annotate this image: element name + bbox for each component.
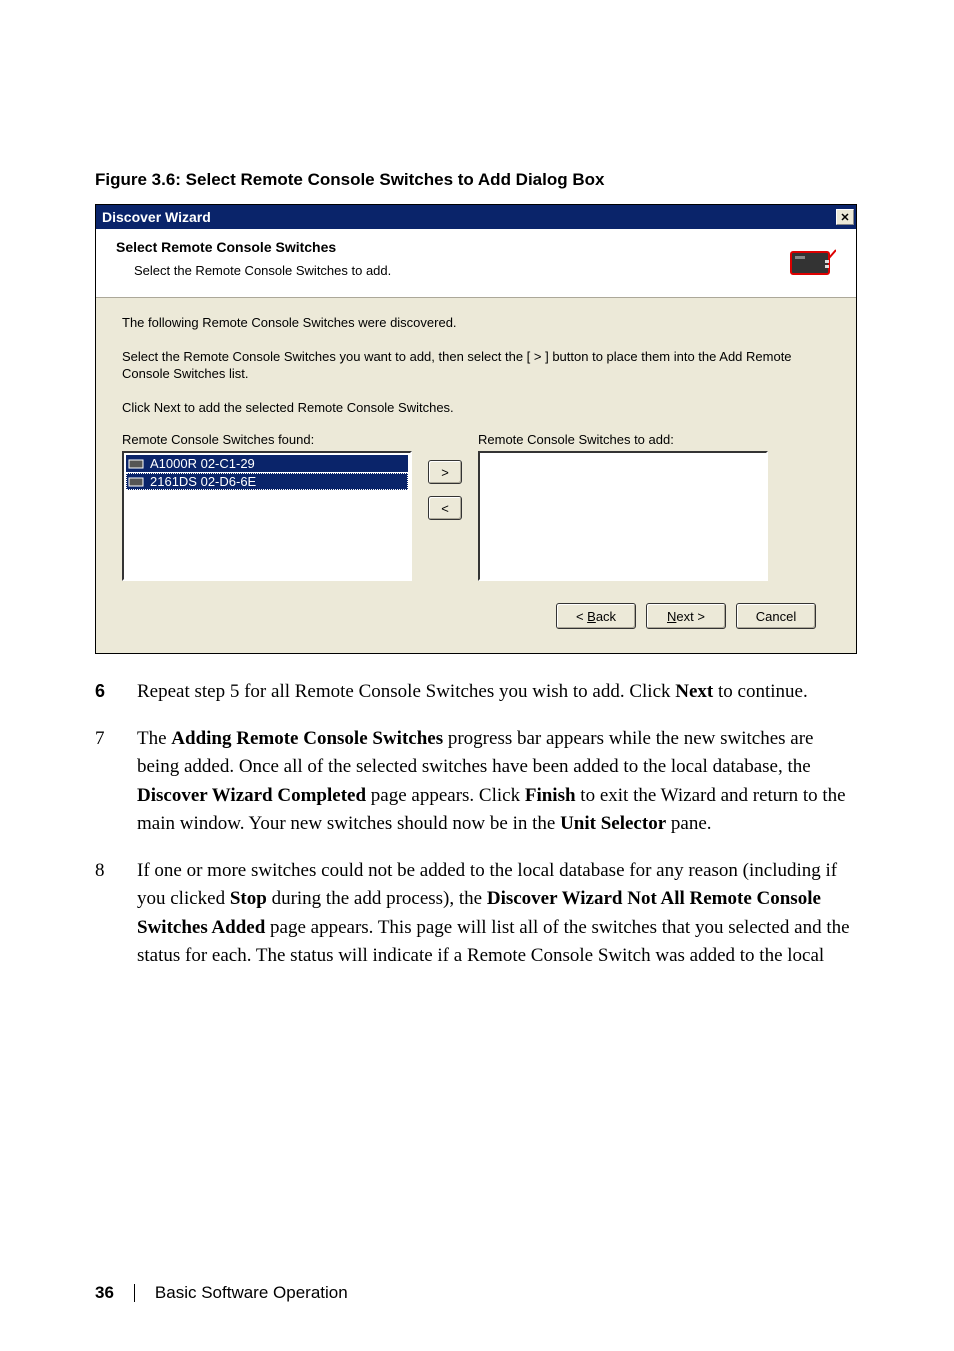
list-item[interactable]: 2161DS 02-D6-6E bbox=[126, 473, 408, 490]
discover-wizard-dialog: Discover Wizard ✕ Select Remote Console … bbox=[95, 204, 857, 654]
header-subtitle: Select the Remote Console Switches to ad… bbox=[116, 263, 391, 278]
page-number: 36 bbox=[95, 1283, 114, 1303]
step-number: 6 bbox=[95, 678, 115, 707]
t: ext > bbox=[676, 609, 705, 624]
body-p3: Click Next to add the selected Remote Co… bbox=[122, 399, 830, 417]
t: Stop bbox=[230, 888, 267, 909]
step-text: Repeat step 5 for all Remote Console Swi… bbox=[137, 678, 808, 707]
t: < bbox=[576, 609, 587, 624]
page-footer: 36 Basic Software Operation bbox=[95, 1283, 348, 1303]
found-listbox[interactable]: A1000R 02-C1-29 2161DS 02-D6-6E bbox=[122, 451, 412, 581]
step-number: 7 bbox=[95, 725, 115, 839]
back-button[interactable]: < Back bbox=[556, 603, 636, 629]
add-listbox[interactable] bbox=[478, 451, 768, 581]
t: during the add process), the bbox=[267, 888, 487, 909]
divider bbox=[134, 1284, 135, 1302]
t: The bbox=[137, 728, 171, 749]
next-button[interactable]: Next > bbox=[646, 603, 726, 629]
document-steps: 6 Repeat step 5 for all Remote Console S… bbox=[95, 678, 859, 971]
body-p2: Select the Remote Console Switches you w… bbox=[122, 348, 830, 383]
titlebar: Discover Wizard ✕ bbox=[96, 205, 856, 229]
t: Finish bbox=[525, 785, 576, 806]
t: Discover Wizard Completed bbox=[137, 785, 366, 806]
device-icon bbox=[128, 458, 146, 470]
dialog-body: The following Remote Console Switches we… bbox=[96, 298, 856, 653]
window-title: Discover Wizard bbox=[102, 209, 211, 225]
t: page appears. Click bbox=[366, 785, 525, 806]
item-label: 2161DS 02-D6-6E bbox=[150, 474, 256, 489]
found-label: Remote Console Switches found: bbox=[122, 432, 412, 447]
t: pane. bbox=[666, 813, 711, 834]
list-item[interactable]: A1000R 02-C1-29 bbox=[126, 455, 408, 472]
section-name: Basic Software Operation bbox=[155, 1283, 348, 1303]
step-6: 6 Repeat step 5 for all Remote Console S… bbox=[95, 678, 859, 707]
t: ack bbox=[596, 609, 616, 624]
move-left-button[interactable]: < bbox=[428, 496, 462, 520]
step-text: The Adding Remote Console Switches progr… bbox=[137, 725, 859, 839]
item-label: A1000R 02-C1-29 bbox=[150, 456, 255, 471]
t: B bbox=[587, 609, 596, 624]
t: to continue. bbox=[713, 681, 807, 702]
close-icon[interactable]: ✕ bbox=[836, 209, 854, 225]
device-icon bbox=[128, 476, 146, 488]
step-number: 8 bbox=[95, 857, 115, 971]
t: Repeat step 5 for all Remote Console Swi… bbox=[137, 681, 675, 702]
cancel-button[interactable]: Cancel bbox=[736, 603, 816, 629]
step-8: 8 If one or more switches could not be a… bbox=[95, 857, 859, 971]
figure-caption: Figure 3.6: Select Remote Console Switch… bbox=[95, 170, 859, 190]
add-label: Remote Console Switches to add: bbox=[478, 432, 768, 447]
move-right-button[interactable]: > bbox=[428, 460, 462, 484]
body-p1: The following Remote Console Switches we… bbox=[122, 314, 830, 332]
switch-icon bbox=[788, 243, 838, 283]
header-title: Select Remote Console Switches bbox=[116, 239, 391, 255]
step-text: If one or more switches could not be add… bbox=[137, 857, 859, 971]
t: Unit Selector bbox=[560, 813, 666, 834]
step-7: 7 The Adding Remote Console Switches pro… bbox=[95, 725, 859, 839]
t: Next bbox=[675, 681, 713, 702]
t: Adding Remote Console Switches bbox=[171, 728, 443, 749]
t: N bbox=[667, 609, 676, 624]
dialog-header: Select Remote Console Switches Select th… bbox=[96, 229, 856, 298]
